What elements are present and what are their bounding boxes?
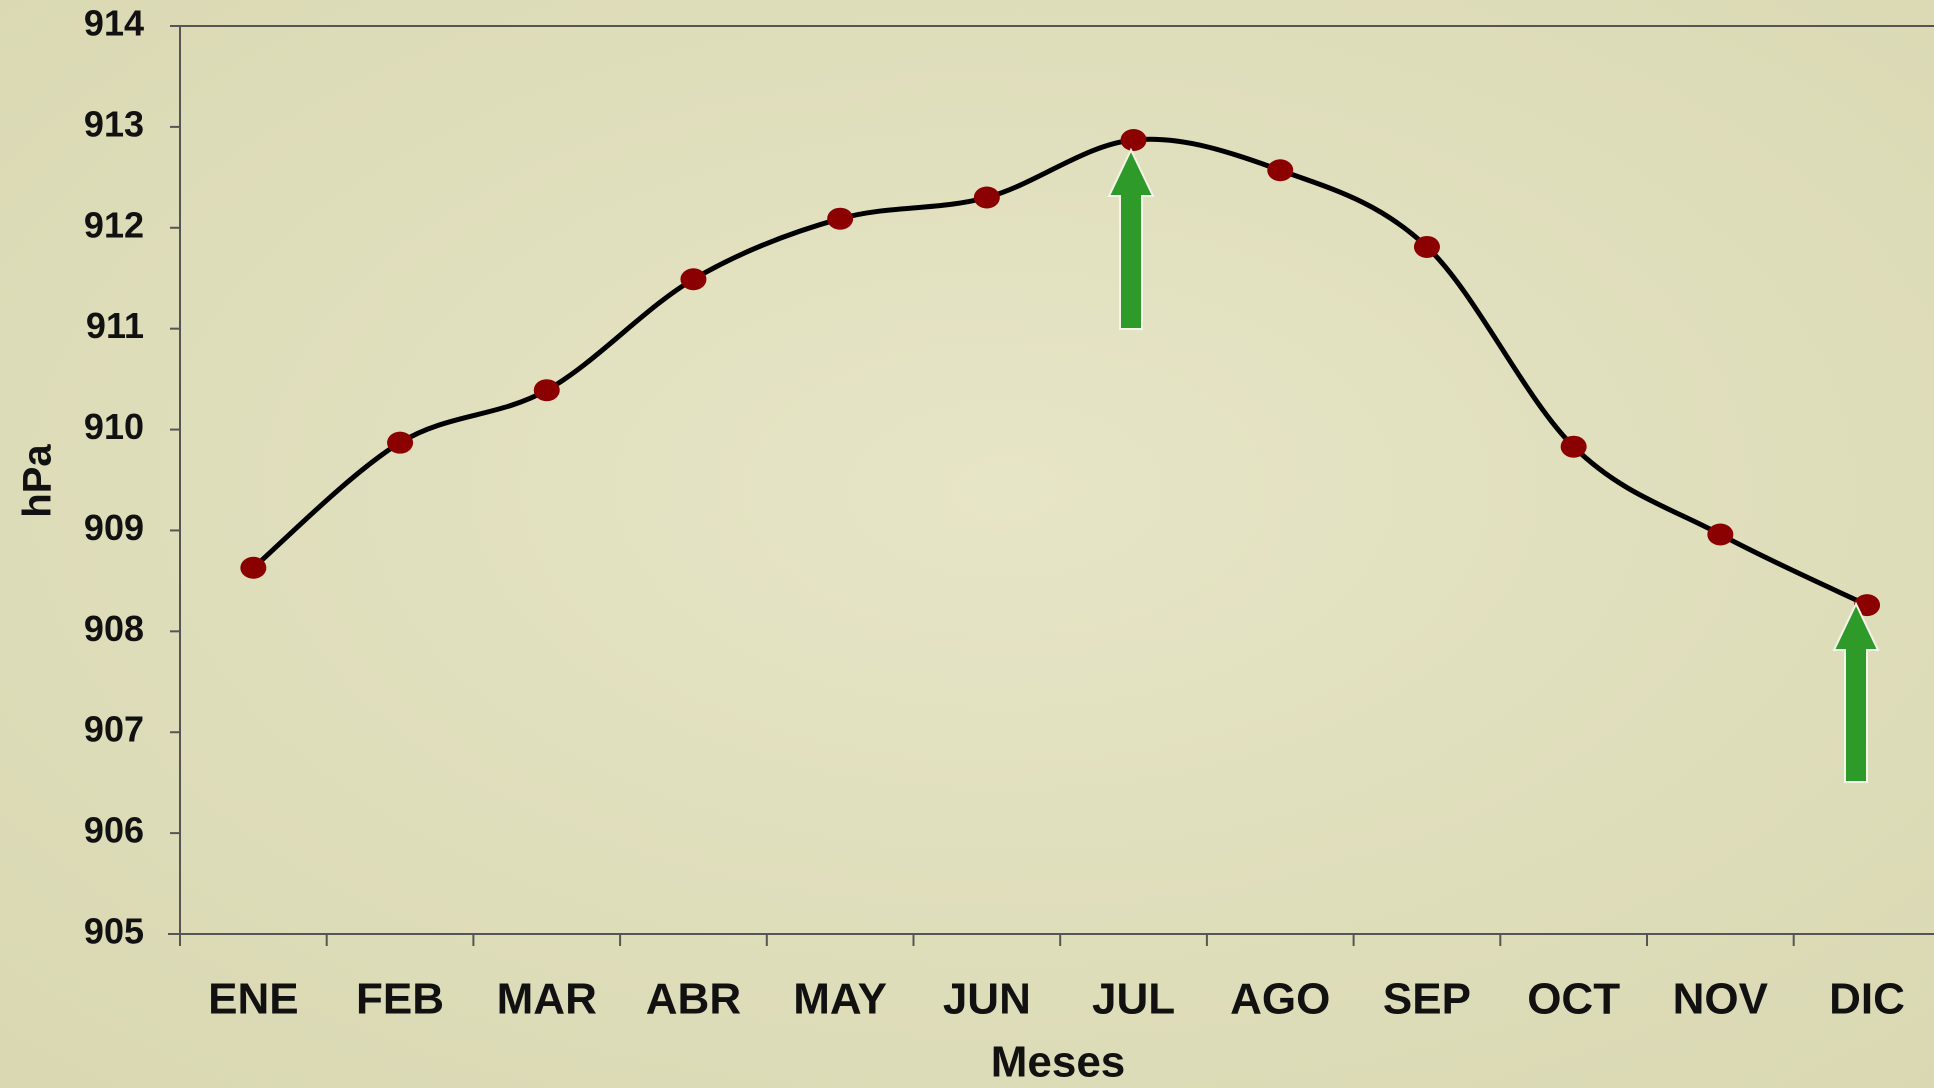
marker [1267, 159, 1294, 182]
x-tick-label: SEP [1383, 975, 1471, 1024]
marker [533, 379, 560, 402]
arrow [1832, 601, 1880, 783]
marker [1854, 594, 1881, 617]
y-tick-label: 905 [84, 911, 144, 952]
y-tick-label: 914 [84, 3, 144, 44]
arrow [1107, 147, 1155, 330]
marker [240, 556, 267, 579]
x-tick-label: MAY [793, 975, 887, 1024]
marker [680, 268, 707, 291]
y-tick-label: 907 [84, 709, 144, 750]
x-tick-label: JUL [1092, 975, 1175, 1024]
x-tick-label: NOV [1673, 975, 1769, 1024]
x-axis-label: Meses [991, 1038, 1126, 1087]
x-tick-label: MAR [497, 975, 597, 1024]
y-tick-label: 913 [84, 103, 144, 144]
x-tick-label: JUN [943, 975, 1031, 1024]
y-tick-label: 911 [86, 305, 144, 346]
y-tick-label: 908 [84, 608, 144, 649]
x-tick-label: AGO [1230, 975, 1330, 1024]
x-tick-label: ENE [208, 975, 298, 1024]
y-axis-label: hPa [16, 444, 60, 518]
y-tick-label: 909 [84, 507, 144, 548]
marker [973, 186, 1000, 209]
y-tick-label: 910 [84, 406, 144, 447]
y-tick-label: 912 [84, 204, 144, 245]
annotation-arrows [1107, 147, 1880, 783]
marker [827, 207, 854, 230]
x-tick-label: ABR [646, 975, 741, 1024]
line [251, 136, 1869, 608]
y-tick-label: 906 [84, 810, 144, 851]
x-tick-label: FEB [356, 975, 444, 1024]
marker [1413, 235, 1440, 258]
marker [1560, 435, 1587, 458]
x-tick-label: DIC [1829, 975, 1905, 1024]
x-tick-label: OCT [1527, 975, 1620, 1024]
marker [387, 431, 414, 454]
marker [1707, 523, 1734, 546]
marker [1120, 129, 1147, 152]
